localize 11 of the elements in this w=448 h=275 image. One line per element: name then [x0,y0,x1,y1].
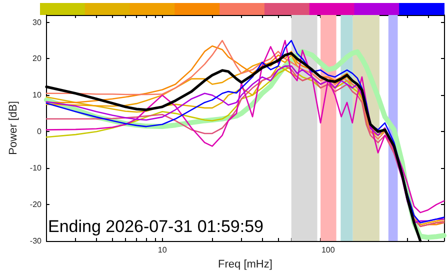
y-tick-label: 30 [32,18,42,27]
y-tick-label: -30 [30,236,42,246]
annotation: Ending 2026-07-31 01:59:59 [48,217,264,236]
y-tick-label: 10 [32,90,42,100]
x-tick-label: 100 [321,246,336,254]
y-tick-label: 0 [37,127,42,136]
x-axis-title: Freq [mHz] [218,258,272,270]
y-tick-label: -10 [30,164,42,173]
y-axis-title: Power [dB] [8,101,20,155]
y-tick-label: 20 [32,54,42,64]
y-tick-label: -20 [30,200,42,210]
